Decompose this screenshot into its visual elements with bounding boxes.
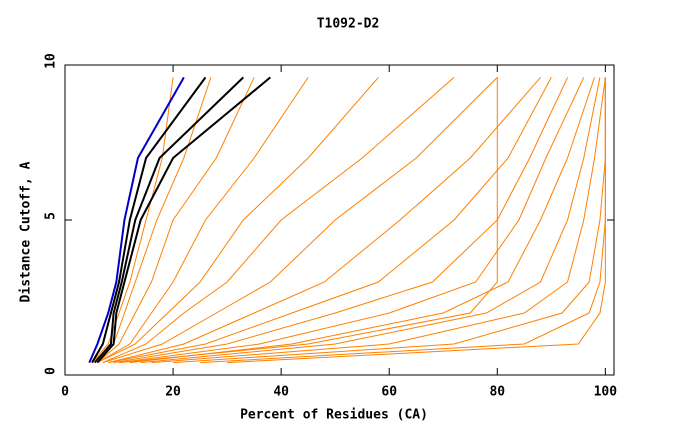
y-axis-label: Distance Cutoff, A [19,161,34,302]
x-axis-label: Percent of Residues (CA) [240,408,428,423]
series-line [140,77,601,364]
chart-title: T1092-D2 [317,17,380,32]
x-tick-label: 20 [165,385,181,400]
x-tick-label: 40 [273,385,289,400]
x-tick-label: 0 [61,385,69,400]
x-tick-label: 80 [489,385,505,400]
y-tick-label: 0 [44,367,59,375]
series-line [97,77,255,363]
series-line [200,77,606,364]
plot-frame [64,64,615,376]
series-line [88,76,185,363]
series-line [97,77,309,364]
series-line [118,77,585,364]
series-line [102,77,498,364]
y-tick-label: 10 [44,53,59,69]
x-tick-label: 60 [381,385,397,400]
series-line [108,77,541,364]
series-line [91,76,207,364]
plot-area [88,76,606,364]
series-line [129,77,596,364]
y-tick-label: 5 [44,212,59,220]
series-line [93,76,245,364]
series-line [118,77,498,364]
series-line [108,77,552,364]
series-line [151,77,606,364]
series-line [97,77,379,364]
series-line [96,76,271,364]
series-line [91,77,174,363]
x-tick-label: 100 [594,385,618,400]
series-line [113,77,568,364]
series-line [227,77,606,364]
series-line [102,77,455,364]
